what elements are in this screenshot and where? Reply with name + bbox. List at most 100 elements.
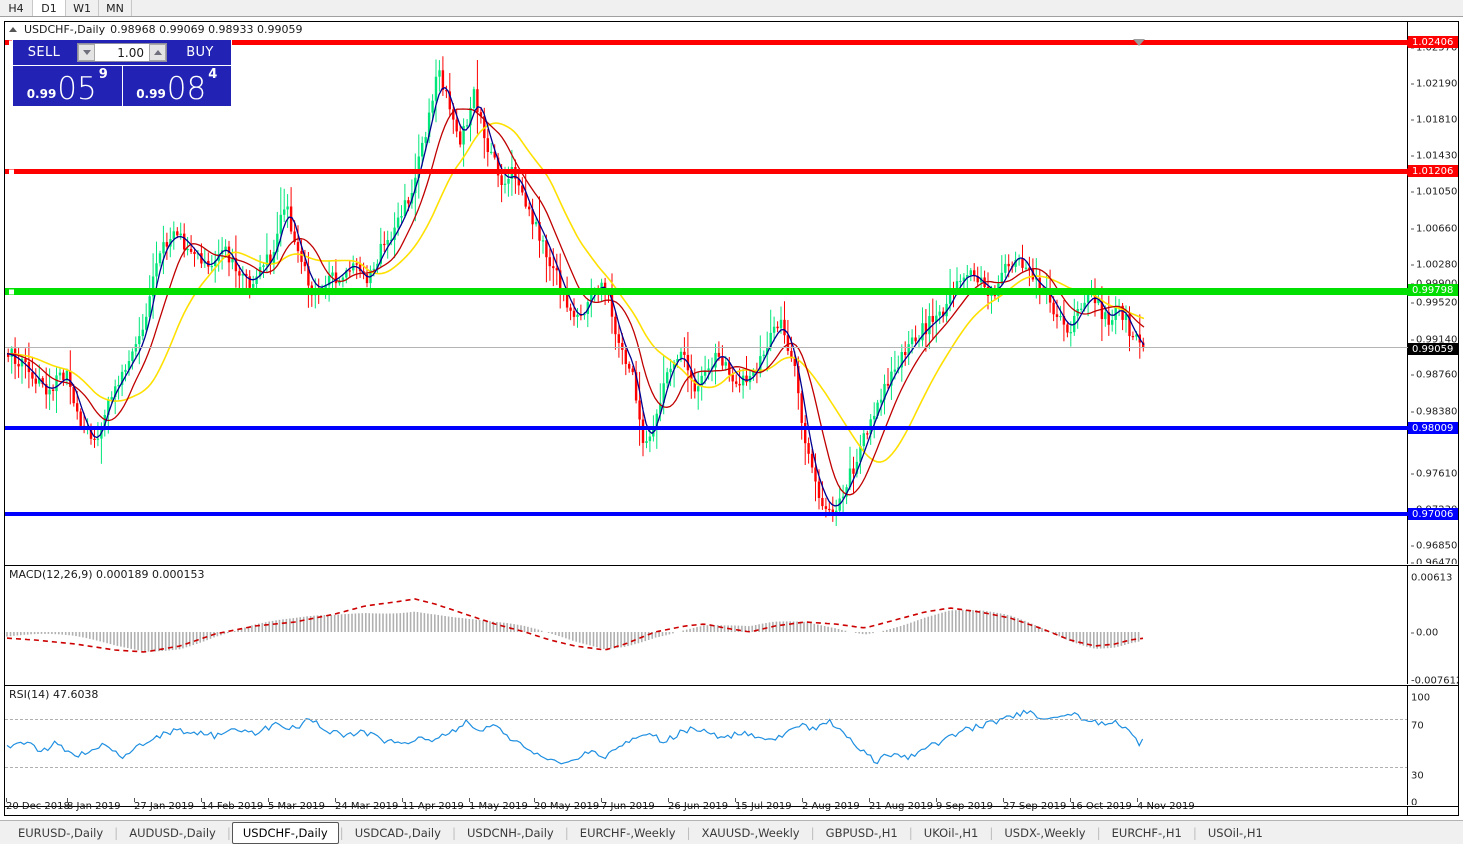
chevron-down-icon [82, 50, 91, 55]
tab-separator: | [810, 825, 815, 840]
timeframe-toolbar: H4 D1 W1 MN [0, 0, 1463, 17]
tab-separator: | [686, 825, 691, 840]
timeframe-mn[interactable]: MN [99, 0, 132, 16]
bid-price-display[interactable]: 0.99 05 9 [13, 65, 122, 106]
chart-ohlc-values: 0.98968 0.99069 0.98933 0.99059 [110, 22, 303, 36]
chart-tab-eurusddaily[interactable]: EURUSD-,Daily [18, 825, 104, 840]
date-axis-tick [534, 798, 535, 802]
sell-button[interactable]: SELL [27, 45, 61, 60]
ask-price-display[interactable]: 0.99 08 4 [121, 65, 231, 106]
chart-tab-usoilh1[interactable]: USOil-,H1 [1207, 825, 1263, 840]
chart-tab-usdcaddaily[interactable]: USDCAD-,Daily [354, 825, 441, 840]
price-plot-area[interactable] [5, 22, 1414, 564]
ask-price-pipette: 4 [208, 67, 218, 82]
date-axis-tick [802, 798, 803, 802]
chart-header: USDCHF-,Daily 0.98968 0.99069 0.98933 0.… [5, 22, 303, 36]
chevron-up-icon [153, 50, 162, 55]
date-axis-label: 27 Jan 2019 [134, 801, 194, 812]
price-axis-flag-blue[interactable]: 0.98009 [1408, 422, 1458, 434]
chart-tab-ukoilh1[interactable]: UKOil-,H1 [923, 825, 979, 840]
date-axis-label: 2 Aug 2019 [802, 801, 860, 812]
price-axis-tick: 1.00280 [1411, 260, 1457, 271]
timeframe-bar-filler [132, 0, 1463, 16]
price-axis-tick: 1.01810 [1411, 115, 1457, 126]
date-axis-pane [5, 806, 1458, 816]
date-axis-tick [869, 798, 870, 802]
chart-tab-eurchfweekly[interactable]: EURCHF-,Weekly [579, 825, 676, 840]
trade-panel-quotes-row: 0.99 05 9 0.99 08 4 [13, 65, 231, 106]
tab-separator: | [1192, 825, 1197, 840]
price-axis-flag-red[interactable]: 1.01206 [1408, 165, 1458, 177]
volume-input[interactable]: 1.00 [95, 44, 149, 61]
chart-tab-usdcnhdaily[interactable]: USDCNH-,Daily [466, 825, 554, 840]
chart-expand-icon[interactable] [9, 26, 17, 32]
chart-tab-xauusdweekly[interactable]: XAUUSD-,Weekly [701, 825, 800, 840]
price-axis-tick: 0.98380 [1411, 407, 1457, 418]
rsi-axis-tick: 100 [1411, 692, 1431, 704]
rsi-axis-tick: 30 [1411, 770, 1424, 782]
date-axis-label: 8 Jan 2019 [67, 801, 121, 812]
volume-stepper[interactable]: 1.00 [77, 43, 167, 62]
price-axis-flag-red[interactable]: 1.02406 [1408, 36, 1458, 48]
date-axis-label: 16 Oct 2019 [1070, 801, 1132, 812]
timeframe-d1[interactable]: D1 [33, 0, 66, 16]
date-axis-tick [67, 798, 68, 802]
resistance-line-2[interactable] [5, 168, 1414, 175]
line-anchor-handle[interactable] [9, 289, 14, 294]
tab-separator: | [908, 825, 913, 840]
volume-increment-button[interactable] [149, 44, 166, 61]
date-axis-label: 5 Mar 2019 [268, 801, 326, 812]
macd-axis-tick: 0.00 [1411, 628, 1438, 639]
macd-series [6, 598, 1144, 653]
date-axis-tick [601, 798, 602, 802]
date-axis-tick [668, 798, 669, 802]
support-line-1[interactable] [5, 426, 1408, 430]
macd-axis-tick: -0.007612 [1411, 675, 1458, 685]
rsi-plot-area [5, 686, 1408, 805]
date-axis-tick [402, 798, 403, 802]
chart-window[interactable]: USDCHF-,Daily 0.98968 0.99069 0.98933 0.… [4, 21, 1459, 816]
timeframe-h4[interactable]: H4 [0, 0, 33, 16]
price-axis-tick: 1.02190 [1411, 79, 1457, 90]
price-axis-tick: 0.98760 [1411, 370, 1457, 381]
rsi-pane[interactable]: RSI(14) 47.6038 100 70 30 0 [5, 685, 1458, 805]
one-click-trading-panel[interactable]: SELL 1.00 BUY 0.99 05 9 0.99 08 4 [12, 39, 232, 107]
date-axis-label: 7 Jun 2019 [601, 801, 655, 812]
price-pane[interactable]: 1.02570 1.02190 1.01810 1.01430 1.01050 1.006… [5, 22, 1458, 564]
price-axis-tick: 1.01050 [1411, 187, 1457, 198]
date-axis-label: 1 May 2019 [469, 801, 528, 812]
price-axis[interactable]: 1.02570 1.02190 1.01810 1.01430 1.01050 1.006… [1407, 22, 1458, 564]
chart-tab-eurchfh1[interactable]: EURCHF-,H1 [1111, 825, 1182, 840]
pivot-line[interactable] [5, 288, 1414, 295]
chart-tabs-bar[interactable]: EURUSD-,Daily | AUDUSD-,Daily | USDCHF-,Dail… [0, 820, 1463, 844]
chart-tab-usdchfdaily[interactable]: USDCHF-,Daily [231, 821, 339, 844]
support-line-2[interactable] [5, 512, 1408, 516]
volume-decrement-button[interactable] [78, 44, 95, 61]
macd-pane[interactable]: MACD(12,26,9) 0.000189 0.000153 0.00613 0… [5, 565, 1458, 684]
bid-price-prefix: 0.99 [26, 87, 57, 101]
buy-button[interactable]: BUY [186, 45, 214, 60]
price-axis-tick: 0.96470 [1411, 558, 1457, 564]
tab-separator: | [564, 825, 569, 840]
rsi-series [6, 709, 1144, 765]
rsi-axis-tick: 70 [1411, 720, 1424, 732]
price-axis-flag-black[interactable]: 0.99059 [1408, 343, 1458, 355]
line-anchor-handle[interactable] [9, 169, 14, 174]
trade-panel-top-row: SELL 1.00 BUY [13, 40, 231, 65]
chart-tab-usdxweekly[interactable]: USDX-,Weekly [1004, 825, 1086, 840]
date-axis-tick [735, 798, 736, 802]
chart-tab-gbpusdh1[interactable]: GBPUSD-,H1 [825, 825, 898, 840]
date-axis-tick [1137, 798, 1138, 802]
timeframe-w1[interactable]: W1 [66, 0, 99, 16]
macd-axis: 0.00613 0.00 -0.007612 [1407, 566, 1458, 684]
price-axis-tick: 0.99140 [1411, 335, 1457, 346]
tab-separator: | [989, 825, 994, 840]
chevron-down-icon[interactable] [1133, 39, 1145, 46]
chart-tab-audusddaily[interactable]: AUDUSD-,Daily [129, 825, 216, 840]
rsi-axis-tick: 0 [1411, 797, 1418, 806]
date-axis-tick [335, 798, 336, 802]
date-axis-label: 9 Sep 2019 [936, 801, 994, 812]
tab-separator: | [1096, 825, 1101, 840]
price-axis-flag-green[interactable]: 0.99798 [1408, 284, 1458, 296]
price-axis-flag-blue[interactable]: 0.97006 [1408, 508, 1458, 520]
